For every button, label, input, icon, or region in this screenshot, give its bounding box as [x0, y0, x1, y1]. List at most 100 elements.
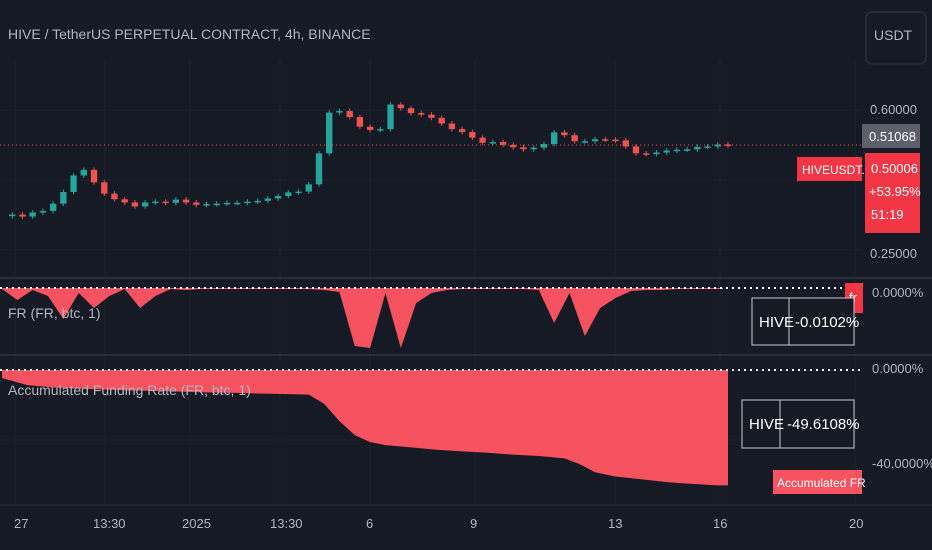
time-label-2: 2025 — [182, 516, 211, 531]
candle — [336, 111, 343, 113]
candle — [162, 201, 169, 204]
candle — [193, 202, 200, 205]
candle — [295, 191, 302, 194]
candle — [285, 192, 292, 197]
time-label-1: 13:30 — [93, 516, 126, 531]
candle — [510, 144, 517, 148]
candle — [520, 147, 527, 150]
fr-title: FR (FR, btc, 1) — [8, 305, 101, 321]
candle — [29, 212, 36, 217]
candle — [213, 203, 220, 206]
candle — [152, 201, 159, 204]
candle — [571, 135, 578, 142]
time-label-8: 20 — [849, 516, 863, 531]
time-label-6: 13 — [608, 516, 622, 531]
candle — [315, 153, 323, 185]
candle — [653, 152, 660, 155]
candle — [80, 169, 87, 176]
candle — [305, 184, 312, 192]
fr-table: HIVE -0.0102% — [751, 297, 859, 346]
currency-label: USDT — [874, 27, 913, 43]
ticker-badge-bg — [797, 157, 862, 181]
candle — [540, 144, 548, 148]
acc-badge: Accumulated FR — [777, 476, 866, 490]
candle — [489, 142, 496, 144]
candle — [561, 132, 568, 136]
candle — [377, 129, 384, 131]
candle — [60, 191, 67, 204]
candle — [704, 146, 711, 148]
candle — [70, 175, 77, 192]
candle — [550, 132, 558, 145]
fr-table-value: -0.0102% — [795, 314, 859, 331]
candle — [49, 203, 57, 211]
symbol-title: HIVE / TetherUS PERPETUAL CONTRACT, 4h, … — [8, 26, 371, 42]
candle — [387, 104, 394, 130]
acc-area — [2, 370, 728, 486]
ticker-badge: HIVEUSDT.P — [802, 163, 873, 177]
acc-table-value: -49.6108% — [787, 416, 860, 433]
acc-badge-bg — [773, 470, 862, 494]
fr-area — [2, 288, 723, 348]
last-price-label-bg — [862, 124, 920, 148]
time-label-5: 9 — [470, 516, 477, 531]
candle — [591, 139, 599, 142]
acc-axis-tick-1: -40.0000% — [872, 456, 932, 471]
candle — [418, 113, 425, 115]
candle — [9, 214, 16, 217]
price-tick-0: 0.60000 — [870, 102, 917, 117]
time-label-7: 16 — [713, 516, 727, 531]
candle — [131, 202, 139, 207]
candle — [254, 200, 261, 203]
current-price: 0.50006 — [871, 161, 918, 176]
candle — [632, 146, 640, 154]
candle — [428, 114, 435, 118]
candle — [612, 139, 619, 142]
candle — [234, 202, 241, 205]
current-price-box — [865, 153, 920, 233]
candle — [326, 112, 333, 154]
candle — [407, 108, 415, 114]
acc-table: HIVE -49.6108% — [741, 399, 860, 449]
candle — [438, 117, 445, 124]
fr-table-symbol: HIVE — [759, 314, 794, 331]
price-change: +53.95% — [869, 184, 921, 199]
candle — [356, 117, 364, 127]
acc-table-symbol: HIVE — [749, 416, 784, 433]
time-label-4: 6 — [366, 516, 373, 531]
candle — [264, 198, 272, 201]
candle — [663, 150, 670, 153]
candle — [714, 144, 721, 147]
price-tick-1: 0.25000 — [870, 246, 917, 261]
candle — [643, 153, 650, 155]
candle — [499, 142, 507, 145]
currency-button[interactable]: USDT — [865, 11, 927, 65]
candle — [141, 202, 149, 207]
candle — [111, 193, 118, 200]
candle — [182, 199, 190, 203]
candle — [479, 137, 486, 143]
candle — [274, 196, 282, 199]
bar-countdown: 51:19 — [871, 207, 904, 222]
candle — [101, 182, 108, 194]
acc-axis-tick-0: 0.0000% — [872, 361, 924, 376]
candle — [448, 123, 456, 130]
candle — [469, 131, 476, 138]
candle — [673, 149, 681, 152]
candle — [39, 210, 47, 213]
fr-axis-tick: 0.0000% — [872, 285, 924, 300]
candle — [90, 169, 98, 183]
candle — [581, 141, 589, 143]
time-axis[interactable]: 27 13:30 2025 13:30 6 9 13 16 20 — [14, 516, 863, 531]
candle — [223, 202, 231, 205]
candle — [172, 199, 180, 203]
candle — [602, 139, 609, 141]
candle — [683, 149, 691, 151]
candle — [346, 111, 353, 118]
candle — [19, 214, 26, 217]
time-label-0: 27 — [14, 516, 28, 531]
candle — [622, 140, 629, 147]
candle — [397, 104, 404, 109]
time-label-3: 13:30 — [270, 516, 303, 531]
